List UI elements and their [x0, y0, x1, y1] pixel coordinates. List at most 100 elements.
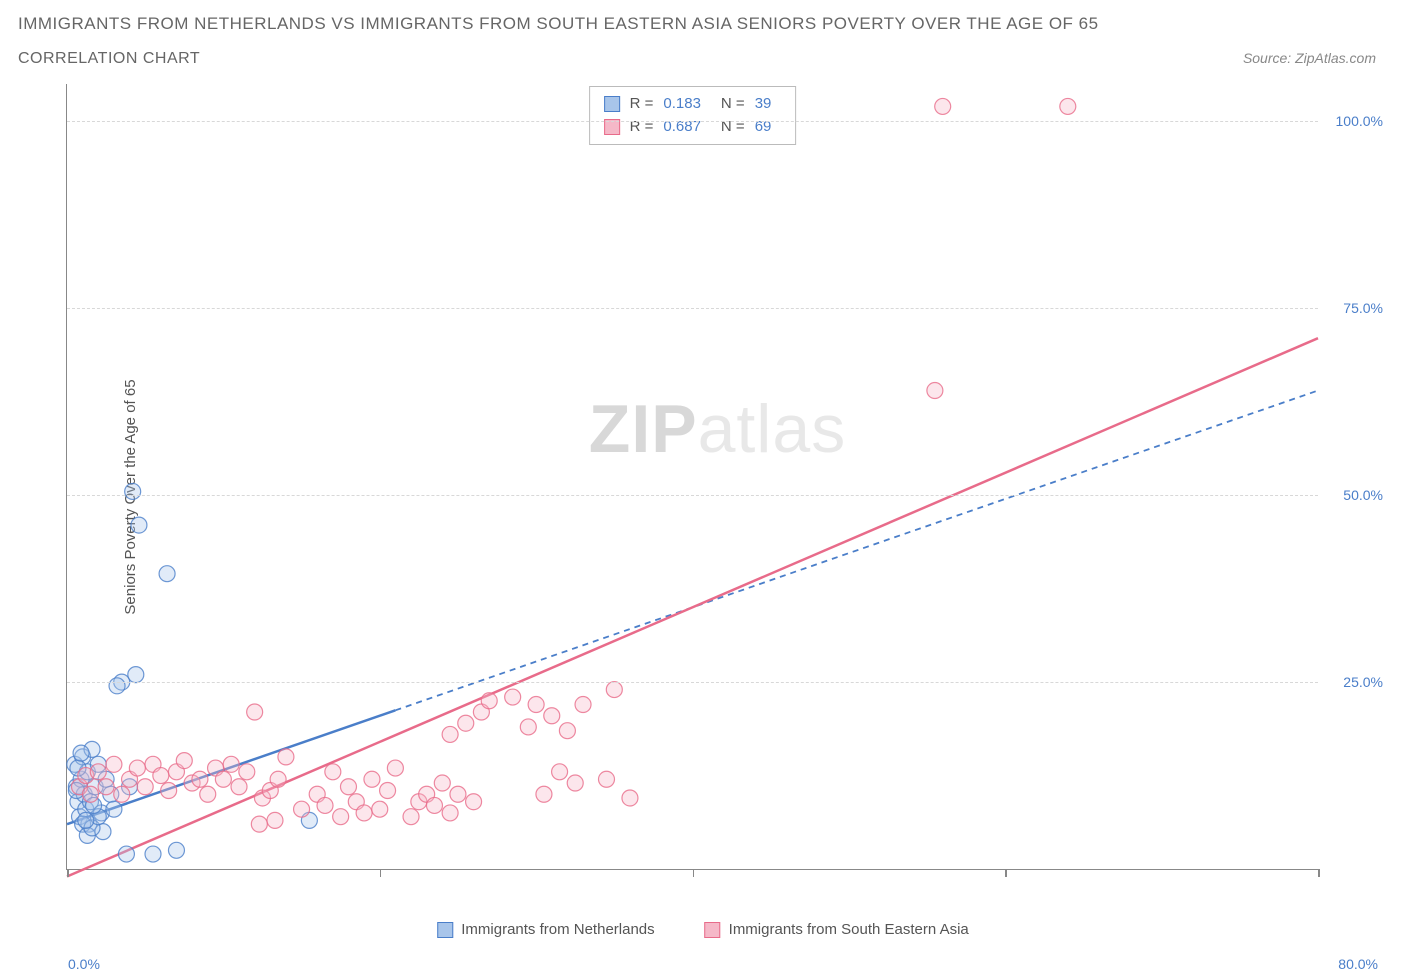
data-point: [458, 715, 474, 731]
data-point: [442, 805, 458, 821]
stats-row: R = 0.183 N = 39: [604, 92, 782, 115]
gridline: [67, 308, 1318, 309]
stat-n-label: N =: [721, 115, 745, 138]
data-point: [145, 846, 161, 862]
stat-r-label: R =: [630, 92, 654, 115]
data-point: [1060, 98, 1076, 114]
stat-n-value: 69: [755, 115, 772, 138]
data-point: [90, 764, 106, 780]
data-point: [159, 566, 175, 582]
data-point: [380, 783, 396, 799]
data-point: [223, 756, 239, 772]
stat-n-value: 39: [755, 92, 772, 115]
chart-container: Seniors Poverty Over the Age of 65 ZIPat…: [18, 84, 1388, 910]
gridline: [67, 682, 1318, 683]
regression-line-dashed: [395, 391, 1318, 711]
data-point: [935, 98, 951, 114]
y-tick-label: 100.0%: [1336, 113, 1383, 129]
data-point: [129, 760, 145, 776]
data-point: [131, 517, 147, 533]
plot-area: ZIPatlas R = 0.183N = 39R = 0.687N = 69 …: [66, 84, 1318, 870]
data-point: [434, 775, 450, 791]
data-point: [153, 768, 169, 784]
chart-title: IMMIGRANTS FROM NETHERLANDS VS IMMIGRANT…: [18, 14, 1099, 34]
stats-row: R = 0.687 N = 69: [604, 115, 782, 138]
y-tick-label: 25.0%: [1343, 674, 1383, 690]
data-point: [356, 805, 372, 821]
data-point: [372, 801, 388, 817]
data-point: [200, 786, 216, 802]
data-point: [536, 786, 552, 802]
data-point: [466, 794, 482, 810]
data-point: [118, 846, 134, 862]
data-point: [575, 697, 591, 713]
data-point: [528, 697, 544, 713]
data-point: [481, 693, 497, 709]
data-point: [333, 809, 349, 825]
data-point: [247, 704, 263, 720]
x-tick: [1005, 869, 1007, 877]
data-point: [106, 756, 122, 772]
x-tick: [693, 869, 695, 877]
x-tick-label-min: 0.0%: [68, 956, 100, 972]
x-tick: [1318, 869, 1320, 877]
data-point: [364, 771, 380, 787]
stats-box: R = 0.183 N = 39 R = 0.687 N = 69: [589, 86, 797, 145]
data-point: [552, 764, 568, 780]
data-point: [520, 719, 536, 735]
data-point: [450, 786, 466, 802]
data-point: [251, 816, 267, 832]
data-point: [426, 797, 442, 813]
data-point: [176, 753, 192, 769]
data-point: [82, 786, 98, 802]
data-point: [137, 779, 153, 795]
data-point: [73, 745, 89, 761]
gridline: [67, 121, 1318, 122]
data-point: [125, 483, 141, 499]
data-point: [544, 708, 560, 724]
data-point: [278, 749, 294, 765]
stat-r-label: R =: [630, 115, 654, 138]
data-point: [559, 723, 575, 739]
data-point: [106, 801, 122, 817]
data-point: [325, 764, 341, 780]
data-point: [168, 842, 184, 858]
plot-svg: [67, 84, 1318, 869]
gridline: [67, 495, 1318, 496]
x-tick: [67, 869, 69, 877]
data-point: [598, 771, 614, 787]
data-point: [109, 678, 125, 694]
data-point: [78, 812, 94, 828]
data-point: [270, 771, 286, 787]
data-point: [267, 812, 283, 828]
x-tick-label-max: 80.0%: [1338, 956, 1378, 972]
chart-subtitle: CORRELATION CHART: [18, 50, 200, 68]
data-point: [567, 775, 583, 791]
data-point: [403, 809, 419, 825]
data-point: [98, 779, 114, 795]
data-point: [317, 797, 333, 813]
x-tick: [380, 869, 382, 877]
data-point: [442, 726, 458, 742]
data-point: [927, 383, 943, 399]
data-point: [387, 760, 403, 776]
data-point: [239, 764, 255, 780]
stat-r-value: 0.183: [663, 92, 701, 115]
data-point: [114, 786, 130, 802]
y-tick-label: 50.0%: [1343, 487, 1383, 503]
stat-n-label: N =: [721, 92, 745, 115]
stat-r-value: 0.687: [663, 115, 701, 138]
data-point: [192, 771, 208, 787]
data-point: [294, 801, 310, 817]
data-point: [161, 783, 177, 799]
data-point: [128, 667, 144, 683]
stats-swatch: [604, 96, 620, 112]
data-point: [215, 771, 231, 787]
data-point: [505, 689, 521, 705]
data-point: [622, 790, 638, 806]
data-point: [340, 779, 356, 795]
source-attribution: Source: ZipAtlas.com: [1243, 50, 1376, 66]
y-tick-label: 75.0%: [1343, 300, 1383, 316]
data-point: [606, 682, 622, 698]
data-point: [231, 779, 247, 795]
